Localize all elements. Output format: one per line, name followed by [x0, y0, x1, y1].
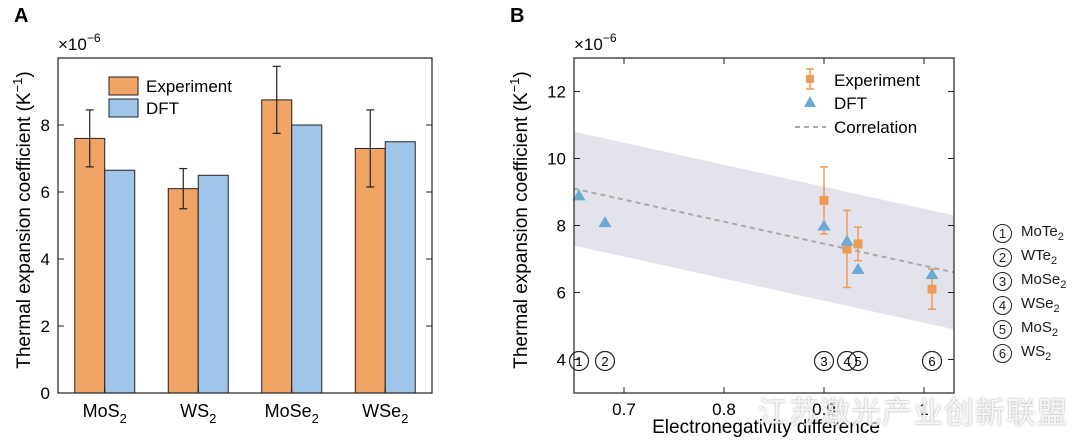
- x-tick-label: MoSe2: [265, 401, 319, 426]
- legend-dft-label: DFT: [146, 99, 179, 118]
- materials-key-number: 5: [993, 319, 1012, 339]
- legend-dft-swatch: [108, 98, 139, 118]
- material-marker-number: 2: [601, 354, 608, 369]
- materials-key-label: WS2: [1021, 343, 1052, 363]
- material-marker-number: 3: [820, 354, 827, 369]
- materials-key-label: WSe2: [1021, 295, 1060, 315]
- x-tick-label: WSe2: [362, 401, 408, 426]
- legend-experiment-swatch: [108, 76, 139, 96]
- material-marker-number: 5: [854, 354, 861, 369]
- x-tick-label: WS2: [180, 401, 216, 426]
- material-marker-circle: [836, 350, 858, 372]
- bar-experiment: [354, 147, 386, 394]
- panel-a: A ×10−6 Thermal expansion coefficient (K…: [10, 5, 433, 426]
- y-tick-label: 8: [41, 116, 50, 135]
- dft-point: [851, 263, 865, 275]
- materials-key-label: MoS2: [1021, 319, 1058, 339]
- panel-a-frame: [57, 57, 433, 394]
- materials-key-item: 2 WTe2: [993, 247, 1057, 267]
- bar-dft: [291, 124, 323, 394]
- confidence-band: [574, 131, 954, 330]
- materials-key-item: 4 WSe2: [993, 295, 1060, 315]
- materials-key-item: 6 WS2: [993, 343, 1051, 363]
- x-tick-label: 0.7: [612, 400, 636, 419]
- material-marker-circle: [813, 350, 835, 372]
- bar-dft: [104, 169, 136, 394]
- y-tick-label: 6: [41, 183, 50, 202]
- material-marker-number: 4: [843, 354, 850, 369]
- bar-dft: [384, 141, 416, 394]
- materials-key-number: 3: [993, 271, 1012, 291]
- bar-dft: [197, 174, 229, 394]
- materials-key-item: 3 MoSe2: [993, 271, 1066, 291]
- experiment-point: [853, 239, 863, 249]
- panel-a-multiplier: ×10−6: [58, 31, 101, 54]
- y-tick-label: 4: [557, 351, 566, 370]
- panel-b-legend: Experiment DFT Correlation: [795, 68, 920, 137]
- experiment-point: [927, 284, 937, 294]
- y-tick-label: 0: [41, 384, 50, 403]
- legend-correlation-label: Correlation: [834, 118, 917, 137]
- materials-key-item: 5 MoS2: [993, 319, 1058, 339]
- watermark-text: 江苏激光产业创新联盟: [758, 396, 1068, 431]
- bar-experiment: [167, 188, 199, 394]
- panel-b-multiplier: ×10−6: [574, 31, 617, 54]
- materials-key-number: 2: [993, 247, 1012, 267]
- y-tick-label: 4: [41, 250, 50, 269]
- x-tick-label: MoS2: [83, 401, 127, 426]
- dft-point: [840, 234, 854, 246]
- panel-a-legend: Experiment DFT: [108, 76, 232, 118]
- legend-dft-label: DFT: [834, 94, 867, 113]
- material-marker-circle: [847, 350, 869, 372]
- panel-b-frame: [573, 57, 955, 394]
- bar-experiment: [261, 99, 293, 394]
- x-tick-label: 1: [919, 400, 928, 419]
- dft-point: [817, 219, 831, 231]
- material-marker-number: 6: [928, 354, 935, 369]
- experiment-point: [842, 244, 852, 254]
- dft-point: [598, 216, 612, 228]
- material-marker-circle: [921, 350, 943, 372]
- y-tick-label: 12: [547, 83, 566, 102]
- x-tick-label: 0.8: [712, 400, 736, 419]
- materials-key-label: MoTe2: [1021, 223, 1064, 243]
- panel-b-xlabel: Electronegativity difference: [652, 417, 880, 438]
- y-tick-label: 2: [41, 317, 50, 336]
- materials-key-label: WTe2: [1021, 247, 1058, 267]
- legend-experiment-label: Experiment: [146, 77, 232, 96]
- materials-key-number: 1: [993, 223, 1012, 243]
- panel-a-letter: A: [14, 5, 28, 27]
- legend-experiment-marker: [806, 75, 814, 83]
- y-tick-label: 10: [547, 150, 566, 169]
- material-marker-number: 1: [575, 354, 582, 369]
- dft-point: [572, 189, 586, 201]
- x-tick-label: 0.9: [812, 400, 836, 419]
- y-tick-label: 8: [557, 217, 566, 236]
- panel-a-ylabel: Thermal expansion coefficient (K−1): [10, 71, 35, 369]
- materials-key-number: 6: [993, 343, 1012, 363]
- materials-key-item: 1 MoTe2: [993, 223, 1064, 243]
- panel-b-ylabel: Thermal expansion coefficient (K−1): [507, 71, 532, 369]
- bar-experiment: [74, 137, 106, 394]
- experiment-point: [819, 195, 829, 205]
- panel-b: B ×10−6 Thermal expansion coefficient (K…: [507, 5, 955, 438]
- legend-dft-marker: [804, 96, 816, 107]
- materials-key-label: MoSe2: [1021, 271, 1067, 291]
- panel-b-letter: B: [510, 5, 524, 27]
- legend-experiment-label: Experiment: [834, 71, 920, 90]
- correlation-line: [573, 187, 955, 274]
- material-marker-circle: [594, 350, 616, 372]
- materials-key-number: 4: [993, 295, 1012, 315]
- material-marker-circle: [568, 350, 590, 372]
- dft-point: [925, 268, 939, 280]
- y-tick-label: 6: [557, 284, 566, 303]
